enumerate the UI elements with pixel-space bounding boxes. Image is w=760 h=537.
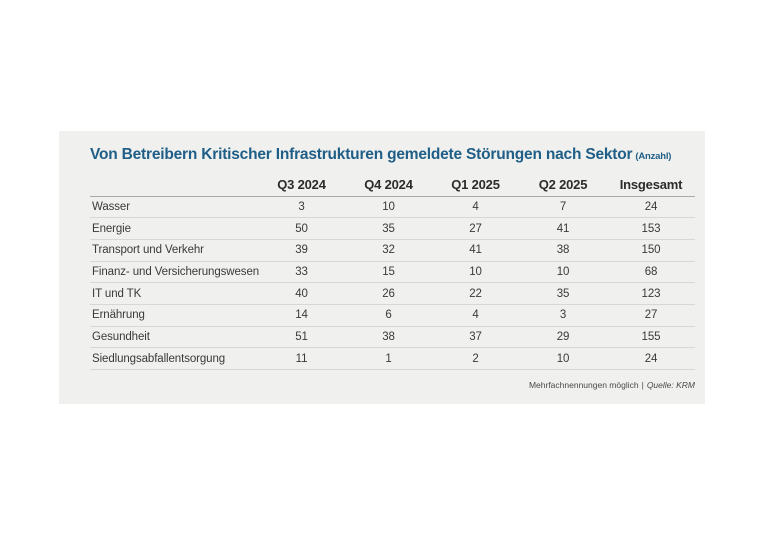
chart-unit-note: (Anzahl) <box>635 151 672 162</box>
row-label: Finanz- und Versicherungswesen <box>90 261 259 284</box>
cell-value: 27 <box>607 304 695 327</box>
cell-value: 39 <box>258 239 345 262</box>
table-row: Transport und Verkehr 39 32 41 38 150 <box>90 239 695 262</box>
cell-value: 51 <box>258 326 345 349</box>
cell-value: 26 <box>345 282 432 305</box>
cell-value: 4 <box>432 304 519 327</box>
row-label: Wasser <box>90 196 258 219</box>
table-body: Wasser 3 10 4 7 24 Energie 50 35 27 41 153 Transport… <box>90 196 695 370</box>
table-header-row: Q3 2024 Q4 2024 Q1 2025 Q2 2025 Insgesamt <box>90 174 695 197</box>
row-label: IT und TK <box>90 282 258 305</box>
cell-value: 15 <box>345 261 432 284</box>
cell-value: 68 <box>607 261 695 284</box>
cell-value: 41 <box>519 217 607 240</box>
footnote-separator: | <box>641 380 644 390</box>
cell-value: 24 <box>607 347 695 370</box>
table-row: Finanz- und Versicherungswesen 33 15 10 10 68 <box>90 261 695 284</box>
cell-value: 38 <box>519 239 607 262</box>
table-row: Ernährung 14 6 4 3 27 <box>90 304 695 327</box>
cell-value: 22 <box>432 282 519 305</box>
cell-value: 37 <box>432 326 519 349</box>
cell-value: 10 <box>345 196 432 219</box>
footnote-note: Mehrfachnennungen möglich <box>528 380 639 390</box>
column-header-3: Q1 2025 <box>432 174 519 197</box>
cell-value: 4 <box>432 196 519 219</box>
footnote: Mehrfachnennungen möglich | Quelle: KRM <box>529 380 695 390</box>
table-row: Energie 50 35 27 41 153 <box>90 217 695 240</box>
cell-value: 32 <box>345 239 432 262</box>
cell-value: 10 <box>519 347 607 370</box>
cell-value: 2 <box>432 347 519 370</box>
cell-value: 41 <box>432 239 519 262</box>
cell-value: 123 <box>607 282 695 305</box>
table-row: Wasser 3 10 4 7 24 <box>90 196 695 219</box>
row-label: Ernährung <box>90 304 258 327</box>
column-header-1: Q3 2024 <box>258 174 345 197</box>
cell-value: 35 <box>345 217 432 240</box>
cell-value: 11 <box>258 347 345 370</box>
cell-value: 14 <box>258 304 345 327</box>
table-row: Gesundheit 51 38 37 29 155 <box>90 326 695 349</box>
chart-title-text: Von Betreibern Kritischer Infrastrukture… <box>90 146 633 163</box>
cell-value: 40 <box>258 282 345 305</box>
cell-value: 10 <box>519 261 607 284</box>
column-header-4: Q2 2025 <box>519 174 607 197</box>
cell-value: 33 <box>258 261 345 284</box>
cell-value: 155 <box>607 326 695 349</box>
cell-value: 7 <box>519 196 607 219</box>
cell-value: 38 <box>345 326 432 349</box>
cell-value: 3 <box>258 196 345 219</box>
row-label: Gesundheit <box>90 326 258 349</box>
cell-value: 50 <box>258 217 345 240</box>
cell-value: 10 <box>432 261 519 284</box>
cell-value: 1 <box>345 347 432 370</box>
sector-disruptions-table: Q3 2024 Q4 2024 Q1 2025 Q2 2025 Insgesamt Wa… <box>90 174 695 370</box>
table-row: Siedlungsabfallentsorgung 11 1 2 10 24 <box>90 347 695 370</box>
column-header-2: Q4 2024 <box>345 174 432 197</box>
cell-value: 153 <box>607 217 695 240</box>
cell-value: 6 <box>345 304 432 327</box>
cell-value: 150 <box>607 239 695 262</box>
row-label: Transport und Verkehr <box>90 239 258 262</box>
cell-value: 29 <box>519 326 607 349</box>
row-label: Energie <box>90 217 258 240</box>
column-header-5: Insgesamt <box>607 174 695 197</box>
statistics-panel: Von Betreibern Kritischer Infrastrukture… <box>59 131 705 404</box>
row-label: Siedlungsabfallentsorgung <box>90 347 258 370</box>
cell-value: 35 <box>519 282 607 305</box>
cell-value: 3 <box>519 304 607 327</box>
footnote-source: Quelle: KRM <box>646 380 695 390</box>
table-row: IT und TK 40 26 22 35 123 <box>90 282 695 305</box>
cell-value: 27 <box>432 217 519 240</box>
cell-value: 24 <box>607 196 695 219</box>
chart-title: Von Betreibern Kritischer Infrastrukture… <box>90 146 671 164</box>
table-header-sector-placeholder <box>90 174 258 197</box>
